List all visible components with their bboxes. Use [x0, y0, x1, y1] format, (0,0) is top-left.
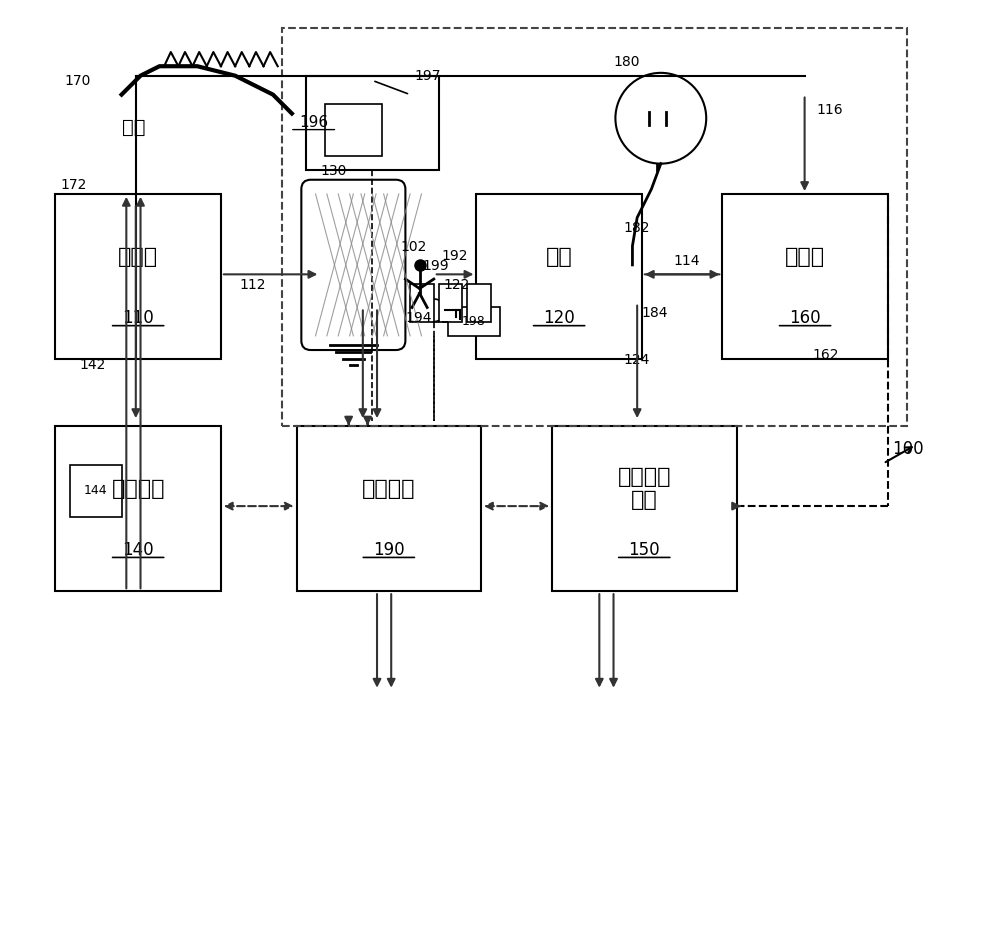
Text: 140: 140	[122, 541, 154, 559]
FancyBboxPatch shape	[467, 284, 491, 322]
Text: 发电机: 发电机	[785, 247, 825, 267]
Text: 马达: 马达	[546, 247, 573, 267]
Text: 燃料: 燃料	[122, 117, 145, 136]
FancyBboxPatch shape	[297, 426, 481, 591]
Text: 172: 172	[60, 178, 86, 192]
Text: 116: 116	[817, 102, 844, 116]
Text: 184: 184	[642, 306, 668, 320]
Text: 160: 160	[789, 309, 821, 327]
Text: 114: 114	[673, 254, 700, 268]
Text: 102: 102	[401, 239, 427, 254]
Text: 120: 120	[543, 309, 575, 327]
Text: 198: 198	[462, 315, 486, 328]
Text: 能量储存
装置: 能量储存 装置	[618, 467, 671, 510]
Text: 182: 182	[623, 220, 649, 235]
FancyBboxPatch shape	[722, 194, 888, 359]
Text: 190: 190	[373, 541, 405, 559]
Text: 110: 110	[122, 309, 154, 327]
FancyBboxPatch shape	[325, 104, 382, 156]
Text: 控制系统: 控制系统	[362, 479, 416, 499]
Text: 142: 142	[79, 358, 105, 372]
FancyBboxPatch shape	[70, 464, 122, 517]
Text: 112: 112	[240, 277, 266, 291]
Text: 162: 162	[812, 348, 839, 362]
Text: 144: 144	[84, 484, 107, 498]
Text: 199: 199	[422, 258, 449, 272]
Text: 194: 194	[405, 310, 432, 324]
FancyBboxPatch shape	[55, 426, 221, 591]
FancyBboxPatch shape	[476, 194, 642, 359]
Text: 150: 150	[628, 541, 660, 559]
FancyBboxPatch shape	[301, 180, 405, 350]
Text: 122: 122	[443, 277, 470, 291]
FancyBboxPatch shape	[439, 284, 462, 322]
Text: 180: 180	[614, 55, 640, 69]
Text: 196: 196	[299, 115, 328, 131]
FancyBboxPatch shape	[55, 194, 221, 359]
Text: 124: 124	[623, 353, 649, 367]
FancyBboxPatch shape	[552, 426, 737, 591]
Text: 130: 130	[320, 164, 347, 178]
Text: 燃料系统: 燃料系统	[111, 479, 165, 499]
Text: 100: 100	[893, 440, 924, 458]
Text: 170: 170	[65, 74, 91, 88]
Text: 197: 197	[415, 69, 441, 83]
FancyBboxPatch shape	[306, 76, 439, 170]
FancyBboxPatch shape	[410, 284, 434, 322]
Text: 发动机: 发动机	[118, 247, 158, 267]
Text: 192: 192	[441, 249, 468, 263]
FancyBboxPatch shape	[448, 307, 500, 336]
